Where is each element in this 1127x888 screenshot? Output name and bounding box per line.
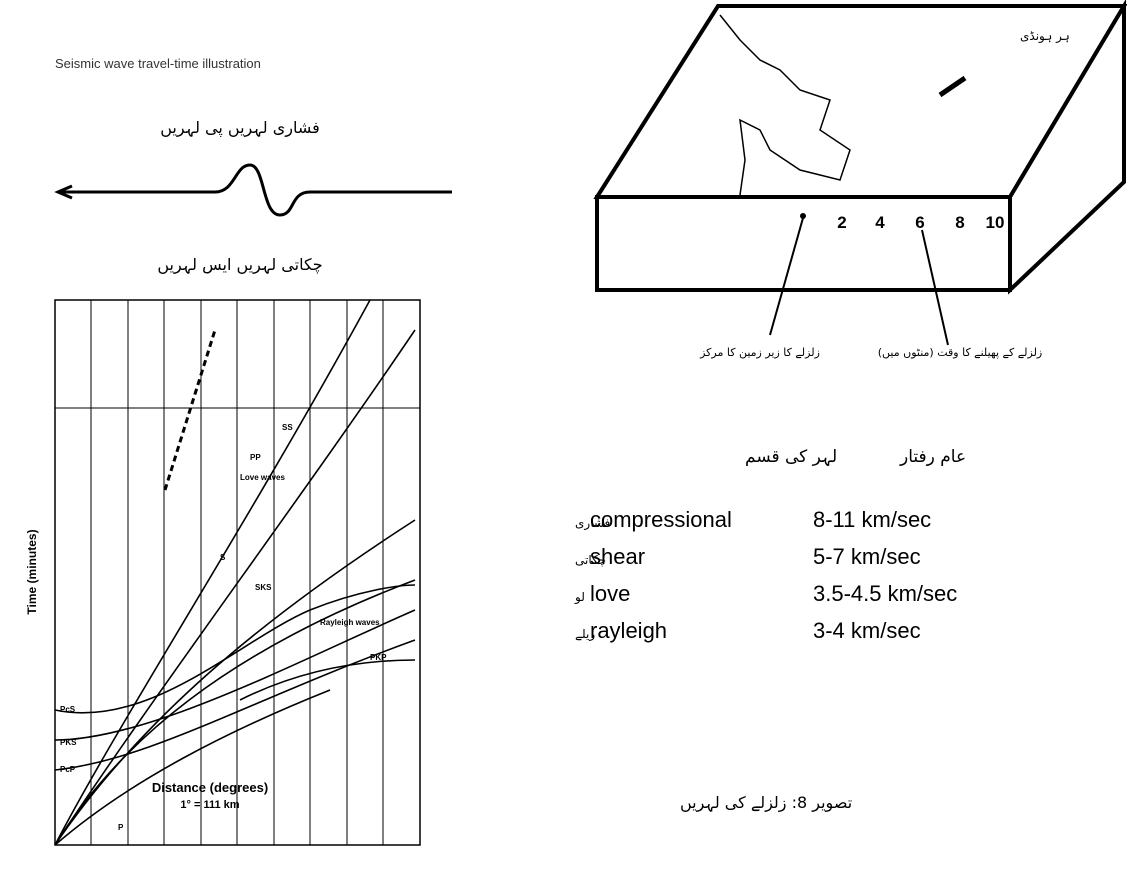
scale-number: 2 xyxy=(837,213,846,232)
scale-number: 10 xyxy=(986,213,1005,232)
x-axis-label: Distance (degrees) xyxy=(152,780,268,795)
speed-cell: 3.5-4.5 km/sec xyxy=(813,581,957,606)
block-diagram xyxy=(597,6,1124,290)
scale-number: 6 xyxy=(915,213,924,232)
curve-labels: PcS PKS PcP PKP P S SKS PP SS Love waves Rayleigh … xyxy=(60,423,387,832)
curve-label: PcP xyxy=(60,765,76,774)
curve-label: SS xyxy=(282,423,293,432)
curve-label: P xyxy=(118,823,124,832)
column-header: لہر کی قسم xyxy=(745,447,837,467)
type-cell: compressional xyxy=(590,507,732,532)
y-axis-label: Time (minutes) xyxy=(25,529,39,614)
curve-label: SKS xyxy=(255,583,272,592)
curve-label: S xyxy=(220,553,226,562)
travel-curves xyxy=(55,300,415,845)
speed-cell: 5-7 km/sec xyxy=(813,544,921,569)
s-wave-title: چکاتی لہریں ایس لہریں xyxy=(157,255,322,275)
figure: Seismic wave travel-time illustration فش… xyxy=(0,0,1127,888)
page: Seismic wave travel-time illustration فش… xyxy=(0,0,1127,888)
epicenter-label: زلزلے کا زیر زمین کا مرکز xyxy=(699,346,820,359)
travel-time-graph: Time (minutes) Distance (degrees) 1° = 1… xyxy=(25,300,420,845)
speed-cell: 3-4 km/sec xyxy=(813,618,921,643)
curve-label: Rayleigh waves xyxy=(320,618,380,627)
wave-line xyxy=(60,165,452,215)
curve-label: PcS xyxy=(60,705,76,714)
type-cell: shear xyxy=(590,544,645,569)
map-label: ہر ہونڈی xyxy=(1020,29,1070,44)
type-cell: love xyxy=(590,581,630,606)
marker xyxy=(165,330,215,490)
caption: تصویر 8: زلزلے کی لہریں xyxy=(680,793,852,813)
time-label: زلزلے کے پھیلنے کا وقت (منٹوں میں) xyxy=(878,346,1042,359)
curve-label: PP xyxy=(250,453,261,462)
urdu-cell: لو xyxy=(574,590,585,605)
x-axis-note: 1° = 111 km xyxy=(180,799,239,811)
curve-label: Love waves xyxy=(240,473,285,482)
column-header: عام رفتار xyxy=(899,447,966,467)
p-wave-title: فشاری لہریں پی لہریں xyxy=(160,118,320,138)
curve-label: PKP xyxy=(370,653,387,662)
scan-line: Seismic wave travel-time illustration xyxy=(55,56,261,71)
type-cell: rayleigh xyxy=(590,618,667,643)
scale-number: 4 xyxy=(875,213,885,232)
speed-cell: 8-11 km/sec xyxy=(813,507,931,532)
scale-number: 8 xyxy=(955,213,964,232)
curve-label: PKS xyxy=(60,738,77,747)
